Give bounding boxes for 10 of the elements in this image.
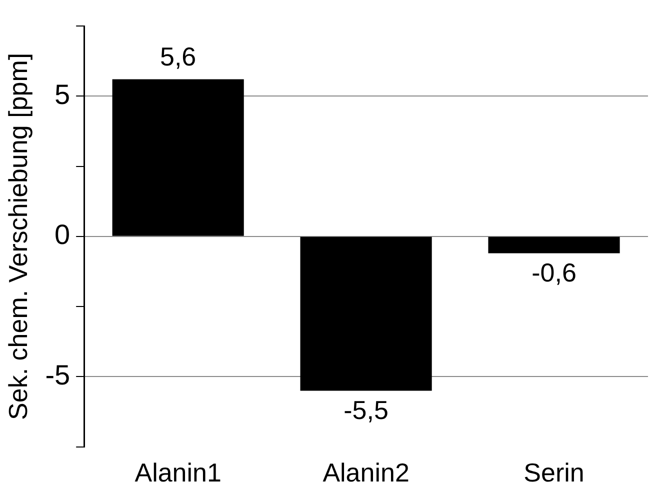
x-tick-label: Alanin2	[322, 458, 410, 488]
y-tick-label: 0	[54, 219, 70, 250]
data-label: 5,6	[160, 41, 196, 72]
data-label: -5,5	[344, 394, 388, 425]
y-tick-label: 5	[54, 78, 70, 110]
x-tick-label: Alanin1	[134, 458, 222, 488]
x-tick-label: Serin	[524, 458, 584, 488]
y-tick-label: -5	[45, 359, 70, 390]
data-label: -0,6	[532, 257, 576, 288]
y-axis-title: Sek. chem. Verschiebung [ppm]	[2, 52, 33, 420]
